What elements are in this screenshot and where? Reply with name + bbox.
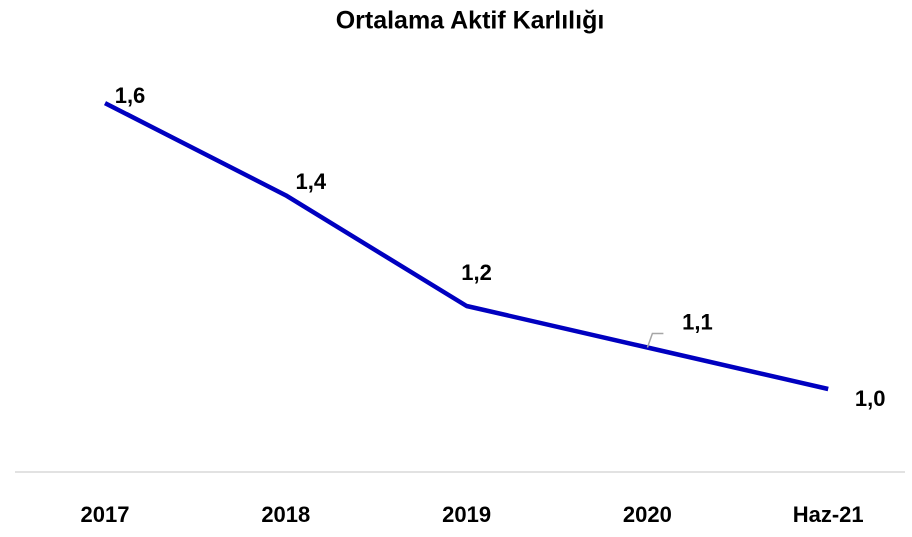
data-label: 1,0 xyxy=(855,386,886,411)
data-label: 1,1 xyxy=(682,309,713,334)
x-tick-label: Haz-21 xyxy=(793,502,864,527)
x-tick-label: 2020 xyxy=(623,502,672,527)
chart-title: Ortalama Aktif Karlılığı xyxy=(336,7,605,35)
data-label: 1,6 xyxy=(115,83,146,108)
data-label: 1,4 xyxy=(296,169,327,194)
x-tick-label: 2018 xyxy=(261,502,310,527)
x-tick-label: 2017 xyxy=(81,502,130,527)
x-tick-label: 2019 xyxy=(442,502,491,527)
data-label: 1,2 xyxy=(461,260,492,285)
leader-line xyxy=(646,332,664,348)
line-series xyxy=(103,101,829,392)
